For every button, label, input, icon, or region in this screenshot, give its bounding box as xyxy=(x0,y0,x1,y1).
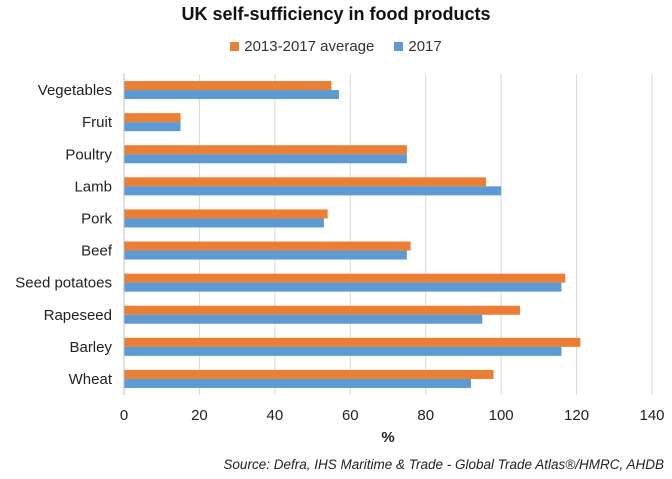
bar-beef-average xyxy=(124,241,411,251)
legend-label-2017: 2017 xyxy=(408,38,442,55)
bar-wheat-average xyxy=(124,369,494,379)
bar-seed-potatoes-average xyxy=(124,273,566,283)
legend-swatch-2017 xyxy=(394,42,404,51)
bar-vegetables-average xyxy=(124,81,332,91)
source-note: Source: Defra, IHS Maritime & Trade - Gl… xyxy=(223,457,664,472)
bar-poultry-average xyxy=(124,145,407,155)
category-label-lamb: Lamb xyxy=(74,178,112,195)
category-label-wheat: Wheat xyxy=(69,371,113,388)
category-label-rapeseed: Rapeseed xyxy=(44,307,112,324)
legend-label-average: 2013-2017 average xyxy=(244,38,375,55)
category-label-fruit: Fruit xyxy=(82,114,113,131)
x-tick-label-40: 40 xyxy=(267,407,284,424)
bar-barley-average xyxy=(124,337,581,347)
bar-beef-2017 xyxy=(124,250,407,260)
bar-pork-average xyxy=(124,209,328,219)
x-tick-label-140: 140 xyxy=(639,407,664,424)
bar-wheat-2017 xyxy=(124,378,471,388)
bar-rapeseed-2017 xyxy=(124,314,483,324)
bar-barley-2017 xyxy=(124,346,562,356)
legend-swatch-average xyxy=(230,42,240,51)
bar-poultry-2017 xyxy=(124,154,407,164)
x-tick-label-80: 80 xyxy=(417,407,434,424)
bar-rapeseed-average xyxy=(124,305,520,315)
category-label-pork: Pork xyxy=(81,210,112,227)
bar-lamb-2017 xyxy=(124,186,502,196)
legend: 2013-2017 average 2017 xyxy=(0,38,672,55)
bar-fruit-2017 xyxy=(124,122,181,132)
legend-item-average: 2013-2017 average xyxy=(230,38,374,55)
category-label-beef: Beef xyxy=(81,243,113,260)
chart-title: UK self-sufficiency in food products xyxy=(181,4,491,24)
bar-seed-potatoes-2017 xyxy=(124,282,562,292)
bar-vegetables-2017 xyxy=(124,90,339,100)
category-label-poultry: Poultry xyxy=(65,146,112,163)
x-axis-title: % xyxy=(381,429,394,446)
legend-item-2017: 2017 xyxy=(394,38,442,55)
category-label-barley: Barley xyxy=(69,339,112,356)
category-label-seed-potatoes: Seed potatoes xyxy=(15,275,112,292)
x-tick-label-100: 100 xyxy=(489,407,514,424)
bar-fruit-average xyxy=(124,113,181,123)
x-tick-label-60: 60 xyxy=(342,407,359,424)
x-tick-label-0: 0 xyxy=(120,407,128,424)
bar-pork-2017 xyxy=(124,218,324,228)
x-tick-label-20: 20 xyxy=(191,407,208,424)
category-label-vegetables: Vegetables xyxy=(38,82,112,99)
bar-lamb-average xyxy=(124,177,487,187)
x-tick-label-120: 120 xyxy=(564,407,589,424)
